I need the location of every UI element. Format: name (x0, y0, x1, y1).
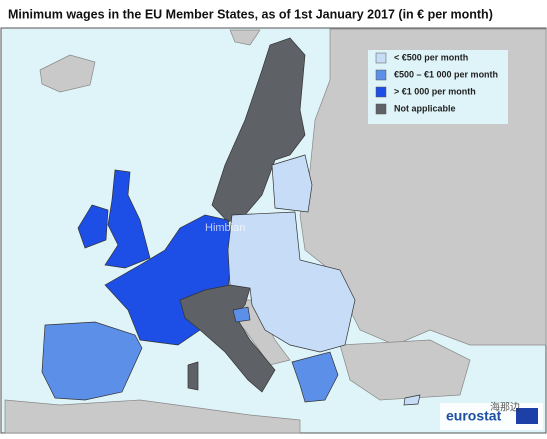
legend-swatch (375, 69, 387, 81)
legend-bg (368, 50, 508, 124)
legend-swatch (375, 52, 387, 64)
iberia (41, 321, 143, 401)
legend-label: > €1 000 per month (394, 86, 476, 96)
countries (41, 37, 421, 406)
baltics (271, 154, 313, 213)
watermark: Himbian (205, 222, 245, 234)
legend-label: < €500 per month (394, 52, 468, 62)
legend-swatch (375, 86, 387, 98)
legend-swatch (375, 103, 387, 115)
greece (291, 351, 339, 403)
nordics (211, 37, 306, 223)
uk (104, 169, 151, 269)
legend-label: Not applicable (394, 103, 456, 113)
eu-flag (516, 408, 538, 424)
central-east (227, 211, 356, 353)
legend: < €500 per month €500 – €1 000 per month >… (368, 50, 508, 124)
sardinia (187, 361, 199, 391)
watermark-cn: 海那边 (490, 401, 520, 414)
ireland (77, 204, 109, 249)
legend-label: €500 – €1 000 per month (394, 69, 498, 79)
map-title: Minimum wages in the EU Member States, a… (8, 7, 493, 21)
slovenia (232, 306, 251, 323)
cyprus (403, 394, 421, 406)
logo-text: eurostat (446, 408, 502, 424)
